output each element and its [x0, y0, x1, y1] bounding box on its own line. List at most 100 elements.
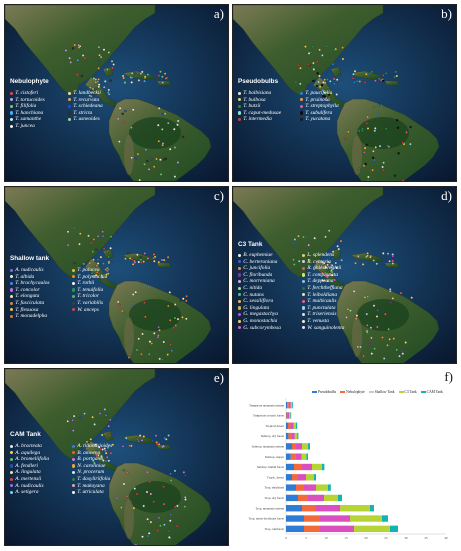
occurrence-point [384, 313, 386, 315]
legend-series-name: C3 Tank [405, 390, 417, 394]
occurrence-point [159, 159, 161, 161]
occurrence-point [352, 77, 354, 79]
occurrence-point [148, 168, 150, 170]
legend-swatch [312, 391, 317, 394]
panel-letter: f) [444, 369, 453, 385]
occurrence-point [163, 524, 165, 526]
legend-species-name: G. subcorymbosa [243, 325, 281, 332]
legend-species-name: T. subulifera [305, 110, 332, 117]
occurrence-point [337, 245, 339, 247]
occurrence-point [113, 63, 115, 65]
legend-swatch [399, 391, 404, 394]
occurrence-point [392, 255, 394, 257]
andes-range [124, 317, 134, 357]
occurrence-point [136, 349, 138, 351]
occurrence-point [94, 423, 96, 425]
legend-species-name: T. triseriensis [307, 311, 336, 318]
legend-color-marker [238, 326, 241, 329]
occurrence-point [366, 313, 368, 315]
legend-species-name: A. bromeliifolia [15, 456, 49, 463]
legend-item: T. leiboldiana [302, 292, 360, 299]
occurrence-point [120, 506, 122, 508]
legend-series-name: CAM Tank [427, 390, 443, 394]
category-label: Trop. rainforest [265, 527, 284, 531]
legend-color-marker [10, 478, 13, 481]
legend-species-name: T. makoyana [77, 483, 104, 490]
occurrence-point [147, 535, 149, 537]
occurrence-point [367, 74, 369, 76]
occurrence-point [402, 180, 404, 182]
occurrence-point [185, 318, 187, 320]
occurrence-point [319, 49, 321, 51]
occurrence-point [105, 413, 107, 415]
occurrence-point [168, 536, 170, 538]
occurrence-point [376, 315, 378, 317]
occurrence-point [158, 261, 160, 263]
legend-item: T. paucifolia [300, 90, 356, 97]
legend-species-name: A. fendleri [15, 463, 38, 470]
occurrence-point [363, 355, 365, 357]
occurrence-point [129, 445, 131, 447]
occurrence-point [67, 231, 69, 233]
legend-color-marker [10, 451, 13, 454]
occurrence-point [381, 104, 383, 106]
legend-species-name: C. sessiliflora [243, 298, 273, 305]
amazon-forest [129, 117, 181, 149]
occurrence-point [73, 227, 75, 229]
occurrence-point [99, 60, 101, 62]
occurrence-point [336, 79, 338, 81]
occurrence-point [135, 291, 137, 293]
occurrence-point [332, 63, 334, 65]
legend-species-name: T. elongata [15, 293, 39, 300]
occurrence-point [367, 179, 369, 181]
occurrence-point [297, 64, 299, 66]
bar-segment [286, 484, 296, 490]
x-tick-label: 40 [444, 536, 448, 540]
legend-species-name: T. palacea [77, 267, 99, 274]
occurrence-point [392, 260, 394, 262]
legend-item: T. utriculata [72, 489, 128, 496]
occurrence-point [367, 116, 369, 118]
occurrence-point [72, 419, 74, 421]
legend-color-marker [302, 326, 305, 329]
occurrence-point [184, 498, 186, 500]
legend-species-name: T. juncea [15, 123, 35, 130]
occurrence-point [388, 328, 390, 330]
legend-species-name: T. bulbosa [243, 97, 265, 104]
bar-segment [286, 505, 302, 511]
legend-species-name: T. paucifolia [305, 90, 332, 97]
legend-color-marker [72, 282, 75, 285]
legend-item: T. hanchiana [10, 110, 62, 117]
occurrence-point [146, 491, 148, 493]
bar-segment [288, 412, 289, 418]
occurrence-point [327, 87, 329, 89]
legend-species-name: T. polystachia [77, 274, 107, 281]
occurrence-point [143, 302, 145, 304]
occurrence-point [81, 75, 83, 77]
occurrence-point [317, 72, 319, 74]
occurrence-point [169, 148, 171, 150]
legend-color-marker [238, 98, 241, 101]
legend-color-marker [302, 313, 305, 316]
occurrence-point [138, 338, 140, 340]
occurrence-point [74, 44, 76, 46]
occurrence-point [308, 63, 310, 65]
legend-color-marker [238, 111, 241, 114]
occurrence-point [158, 326, 160, 328]
occurrence-point [370, 72, 372, 74]
legend-item: N. procerum [72, 469, 128, 476]
occurrence-point [173, 327, 175, 329]
legend-item: L. splendens [302, 252, 360, 259]
occurrence-point [409, 143, 411, 145]
occurrence-point [365, 163, 367, 165]
legend-item: T. makoyana [72, 483, 128, 490]
occurrence-point [141, 71, 143, 73]
legend-species-name: C. morreniana [243, 278, 275, 285]
legend-species-name: R. centeria [307, 259, 331, 266]
legend-color-marker [72, 491, 75, 494]
bar-segment [286, 423, 288, 429]
legend-item: G. lingulata [238, 305, 296, 312]
legend-color-marker [238, 267, 241, 270]
